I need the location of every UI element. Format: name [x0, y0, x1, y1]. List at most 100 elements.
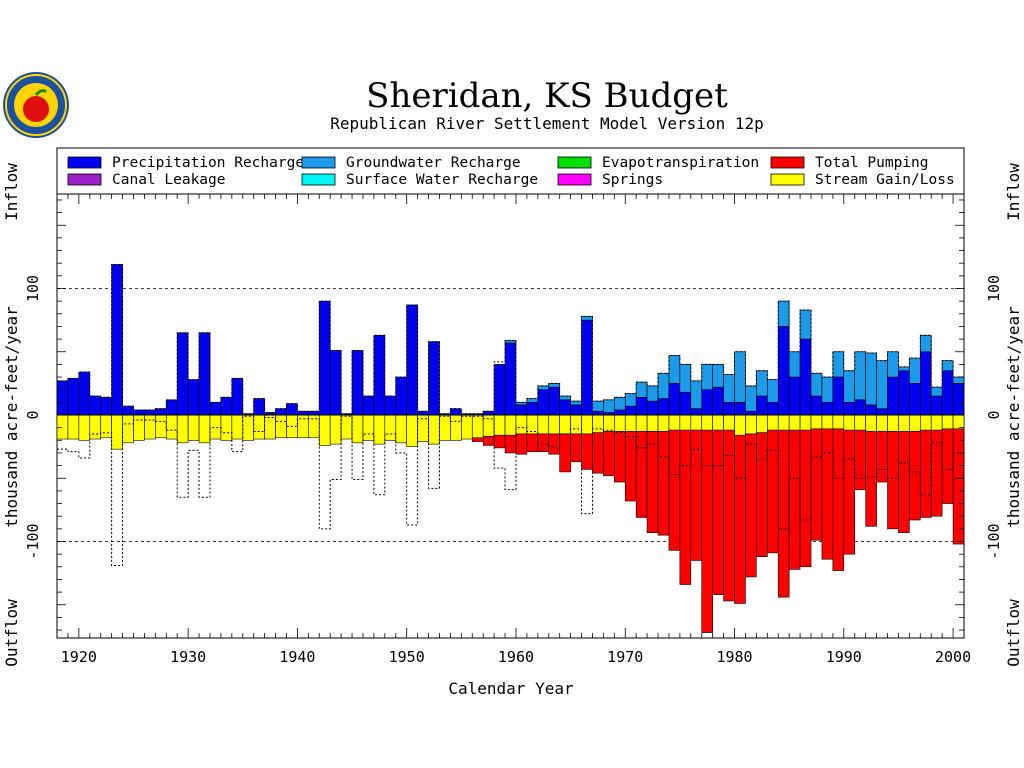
bar-groundwater-recharge-1973 [657, 372, 670, 399]
bar-precipitation-recharge-1971 [635, 396, 648, 416]
bar-groundwater-recharge-1977 [701, 364, 713, 390]
bar-groundwater-recharge-1975 [679, 364, 692, 393]
bar-groundwater-recharge-1982 [756, 370, 768, 397]
inflow-label-left: Inflow [2, 163, 21, 221]
bar-total-pumping-1963 [548, 433, 560, 455]
x-tick-label-1950: 1950 [389, 648, 425, 666]
bar-stream-gain-loss-1991 [854, 414, 866, 431]
leaf-icon [34, 89, 48, 97]
bar-groundwater-recharge-2000 [952, 376, 965, 384]
bar-groundwater-recharge-1979 [723, 374, 735, 403]
bar-total-pumping-2000 [952, 428, 965, 545]
bar-precipitation-recharge-1959 [504, 342, 517, 416]
y-tick-label-right-100: 100 [985, 275, 1003, 302]
bar-stream-gain-loss-1952 [428, 414, 440, 445]
bar-stream-gain-loss-1965 [570, 414, 582, 435]
total-inflow-line-negative [57, 415, 964, 567]
bar-stream-gain-loss-1929 [176, 414, 189, 444]
bar-precipitation-recharge-1984 [777, 326, 790, 416]
bar-stream-gain-loss-1982 [756, 414, 768, 434]
bar-groundwater-recharge-1996 [909, 357, 921, 384]
bar-groundwater-recharge-1970 [624, 393, 637, 407]
bar-stream-gain-loss-1923 [111, 414, 123, 450]
bar-precipitation-recharge-1929 [176, 332, 189, 416]
bar-total-pumping-1992 [865, 431, 877, 527]
bar-precipitation-recharge-1934 [231, 378, 244, 416]
chart-subtitle: Republican River Settlement Model Versio… [330, 114, 763, 133]
bar-total-pumping-1967 [592, 432, 604, 474]
bar-total-pumping-1970 [624, 431, 637, 502]
bar-stream-gain-loss-1999 [941, 414, 954, 430]
bars [56, 264, 965, 633]
bar-total-pumping-1997 [919, 429, 932, 518]
x-tick-label-2000: 2000 [935, 648, 971, 666]
bar-precipitation-recharge-1962 [537, 389, 550, 416]
bar-stream-gain-loss-1933 [220, 414, 233, 441]
bar-precipitation-recharge-1940 [297, 410, 309, 416]
bar-precipitation-recharge-1988 [821, 402, 834, 416]
bar-stream-gain-loss-1944 [340, 414, 353, 440]
bar-groundwater-recharge-1964 [559, 395, 571, 401]
legend-swatch-surface-water-recharge [301, 173, 336, 186]
bar-precipitation-recharge-1980 [734, 402, 746, 416]
bar-precipitation-recharge-1972 [646, 400, 659, 416]
bar-groundwater-recharge-1976 [690, 380, 703, 409]
bar-precipitation-recharge-1998 [930, 395, 943, 416]
bar-precipitation-recharge-1924 [122, 405, 134, 416]
bar-stream-gain-loss-1935 [242, 414, 254, 441]
bar-total-pumping-1993 [876, 431, 888, 483]
bar-precipitation-recharge-1969 [614, 409, 626, 416]
bar-groundwater-recharge-1968 [603, 399, 615, 413]
bar-stream-gain-loss-1963 [548, 414, 560, 435]
bar-stream-gain-loss-1995 [898, 414, 910, 432]
bar-stream-gain-loss-1938 [275, 414, 287, 439]
bar-precipitation-recharge-1999 [941, 370, 954, 416]
bar-total-pumping-1999 [941, 428, 954, 504]
bar-precipitation-recharge-1941 [308, 410, 320, 416]
bar-stream-gain-loss-1947 [373, 414, 386, 445]
bar-groundwater-recharge-1993 [876, 360, 888, 409]
bar-stream-gain-loss-1989 [832, 414, 845, 430]
bar-groundwater-recharge-1984 [777, 300, 790, 327]
bar-groundwater-recharge-1969 [614, 396, 626, 411]
bar-groundwater-recharge-1978 [712, 364, 724, 388]
bar-precipitation-recharge-1950 [406, 304, 418, 416]
bar-precipitation-recharge-1961 [526, 402, 539, 416]
bar-precipitation-recharge-1978 [712, 386, 724, 416]
bar-stream-gain-loss-1981 [745, 414, 757, 435]
bar-stream-gain-loss-1922 [100, 414, 112, 439]
bar-stream-gain-loss-1984 [777, 414, 790, 431]
y-tick-label-left-100: 100 [24, 275, 42, 302]
bar-groundwater-recharge-1985 [788, 351, 801, 378]
bar-total-pumping-1983 [767, 429, 779, 554]
bar-precipitation-recharge-1918 [56, 380, 69, 416]
legend-label-springs: Springs [602, 172, 663, 188]
bar-stream-gain-loss-1962 [537, 414, 550, 435]
bar-stream-gain-loss-1998 [930, 414, 943, 431]
bar-stream-gain-loss-1960 [515, 414, 528, 435]
bar-precipitation-recharge-1939 [286, 403, 298, 416]
bar-total-pumping-1965 [570, 433, 582, 463]
bar-precipitation-recharge-1990 [843, 402, 856, 416]
bar-precipitation-recharge-1943 [329, 350, 342, 416]
bar-total-pumping-1976 [690, 429, 703, 561]
bar-total-pumping-1984 [777, 429, 790, 598]
bar-groundwater-recharge-1999 [941, 360, 954, 372]
bar-stream-gain-loss-1961 [526, 414, 539, 435]
bar-precipitation-recharge-1994 [887, 376, 899, 416]
bar-groundwater-recharge-1998 [930, 386, 943, 397]
plot-area [56, 193, 965, 639]
bar-precipitation-recharge-1942 [318, 300, 331, 416]
bar-stream-gain-loss-1959 [504, 414, 517, 436]
bar-stream-gain-loss-1967 [592, 414, 604, 434]
bar-groundwater-recharge-1995 [898, 366, 910, 372]
bar-precipitation-recharge-1965 [570, 404, 582, 416]
legend-label-evapotranspiration: Evapotranspiration [602, 155, 759, 171]
inflow-label-right: Inflow [1004, 163, 1023, 221]
bar-total-pumping-1988 [821, 428, 834, 560]
bar-stream-gain-loss-1946 [362, 414, 375, 441]
x-tick-label-1940: 1940 [279, 648, 315, 666]
total-inflow-line-positive [57, 263, 964, 415]
bar-precipitation-recharge-1927 [155, 408, 167, 416]
bar-stream-gain-loss-1934 [231, 414, 244, 440]
